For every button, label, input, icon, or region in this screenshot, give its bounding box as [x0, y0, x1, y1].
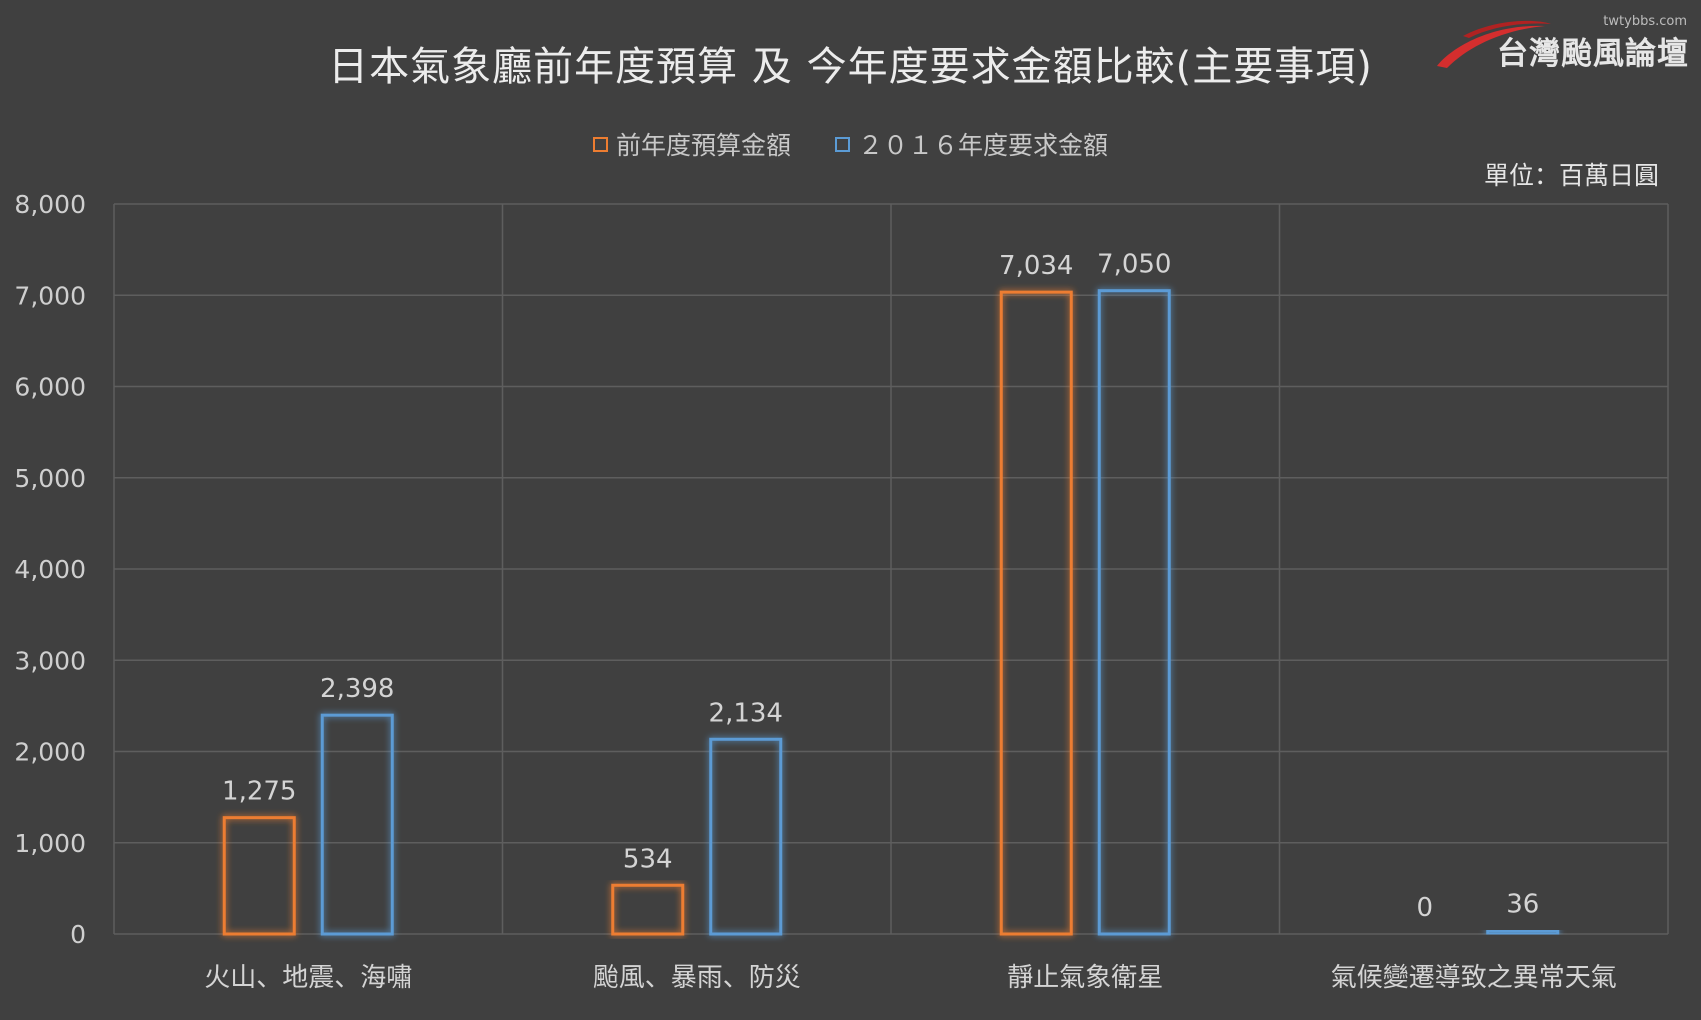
- y-tick-label: 4,000: [14, 555, 86, 584]
- legend-swatch-orange: [592, 136, 608, 152]
- y-tick-label: 5,000: [14, 464, 86, 493]
- data-label: 2,398: [320, 674, 394, 704]
- category-label: 颱風、暴雨、防災: [593, 963, 801, 993]
- watermark-name: 台灣颱風論壇: [1497, 36, 1689, 72]
- category-label: 靜止氣象衛星: [1007, 963, 1163, 993]
- y-tick-label: 0: [70, 920, 86, 949]
- legend-swatch-blue: [835, 136, 850, 152]
- y-tick-label: 2,000: [14, 738, 86, 767]
- swoosh-icon: [1437, 20, 1551, 68]
- legend-label-2016-request: ２０１６年度要求金額: [858, 131, 1109, 160]
- bar-2016-request: [1486, 929, 1560, 936]
- grid-lines: [113, 203, 1669, 935]
- legend-item-2016-request: ２０１６年度要求金額: [835, 126, 1108, 162]
- bar-2016-request: [1097, 289, 1171, 936]
- data-label: 1,275: [222, 777, 296, 807]
- unit-label: 單位：百萬日圓: [1483, 161, 1659, 190]
- legend-item-prior-budget: 前年度預算金額: [592, 126, 791, 162]
- category-label: 氣候變遷導致之異常天氣: [1331, 963, 1617, 993]
- watermark-url: twtybbs.com: [1603, 14, 1687, 29]
- bars: [222, 289, 1560, 936]
- y-tick-label: 8,000: [14, 190, 86, 219]
- data-label: 2,134: [709, 698, 783, 728]
- data-labels: 1,275 2,398 534 2,134 7,034 7,050 0 36: [222, 250, 1539, 923]
- data-label: 7,034: [999, 251, 1073, 281]
- category-label: 火山、地震、海嘯: [204, 963, 412, 993]
- bar-2016-request: [709, 737, 783, 936]
- y-tick-label: 7,000: [14, 281, 86, 310]
- bar-prior-budget: [222, 816, 296, 936]
- legend-label-prior-budget: 前年度預算金額: [615, 131, 791, 160]
- bar-2016-request: [320, 713, 394, 936]
- watermark-logo: twtybbs.com 台灣颱風論壇: [1433, 10, 1693, 72]
- y-axis-ticks: 0 1,000 2,000 3,000 4,000 5,000 6,000 7,000 8,00…: [14, 190, 86, 949]
- bar-prior-budget: [999, 290, 1073, 936]
- data-label: 0: [1416, 893, 1433, 923]
- bar-prior-budget: [611, 883, 685, 936]
- y-tick-label: 6,000: [14, 373, 86, 402]
- legend: 前年度預算金額 ２０１６年度要求金額: [0, 126, 1701, 162]
- y-tick-label: 3,000: [14, 646, 86, 675]
- y-tick-label: 1,000: [14, 829, 86, 858]
- chart-title: 日本氣象廳前年度預算 及 今年度要求金額比較(主要事項): [328, 44, 1373, 90]
- data-label: 534: [623, 844, 673, 874]
- x-axis-categories: 火山、地震、海嘯 颱風、暴雨、防災 靜止氣象衛星 氣候變遷導致之異常天氣: [204, 963, 1617, 993]
- data-label: 36: [1506, 890, 1539, 920]
- data-label: 7,050: [1097, 250, 1171, 280]
